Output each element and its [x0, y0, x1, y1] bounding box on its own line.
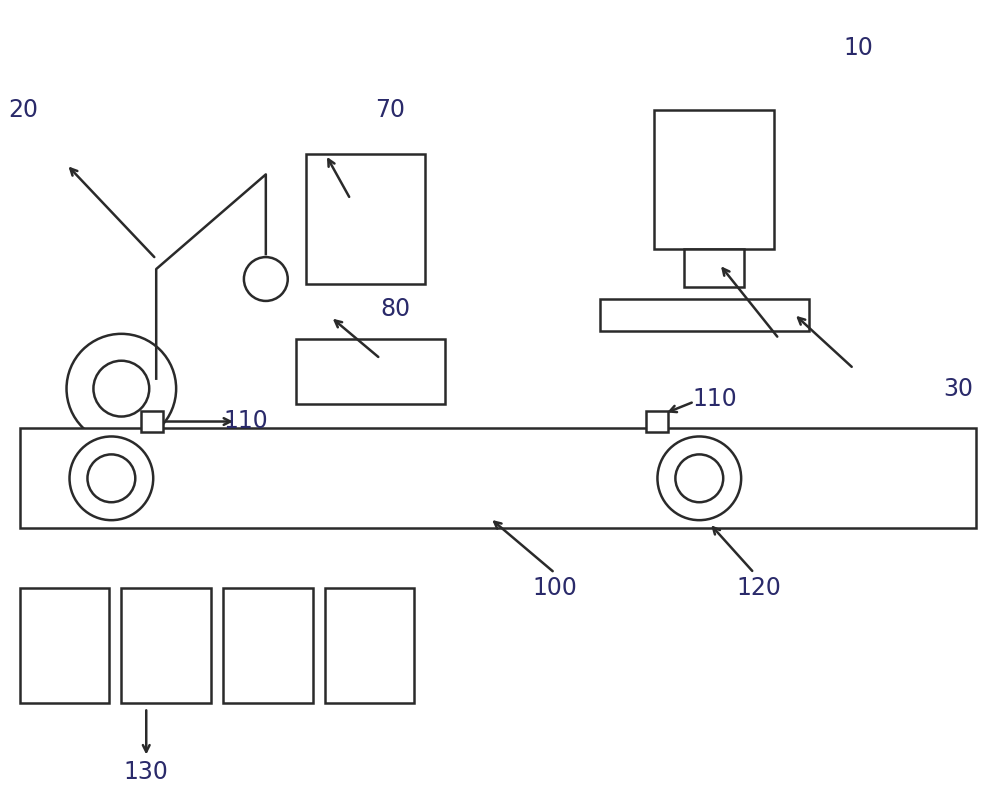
- Bar: [141, 411, 163, 433]
- Bar: [223, 588, 313, 703]
- Bar: [296, 339, 445, 404]
- Text: 10: 10: [844, 36, 874, 60]
- Text: 20: 20: [9, 98, 39, 122]
- Circle shape: [244, 257, 288, 301]
- Text: 120: 120: [737, 576, 782, 600]
- Bar: [121, 588, 211, 703]
- Text: 110: 110: [224, 408, 268, 433]
- Text: 30: 30: [943, 377, 973, 401]
- Circle shape: [87, 454, 135, 502]
- Text: 80: 80: [380, 297, 410, 321]
- Text: 110: 110: [693, 386, 738, 411]
- Text: 70: 70: [375, 98, 405, 122]
- Bar: [306, 154, 425, 284]
- Bar: [600, 299, 809, 331]
- Text: 100: 100: [532, 576, 577, 600]
- Circle shape: [675, 454, 723, 502]
- Text: 130: 130: [124, 760, 169, 785]
- Bar: [20, 428, 976, 528]
- Bar: [325, 588, 414, 703]
- Bar: [646, 411, 668, 433]
- Circle shape: [93, 360, 149, 416]
- Bar: [654, 109, 774, 249]
- Circle shape: [657, 437, 741, 520]
- Circle shape: [67, 334, 176, 443]
- Bar: [684, 249, 744, 287]
- Circle shape: [70, 437, 153, 520]
- Bar: [20, 588, 109, 703]
